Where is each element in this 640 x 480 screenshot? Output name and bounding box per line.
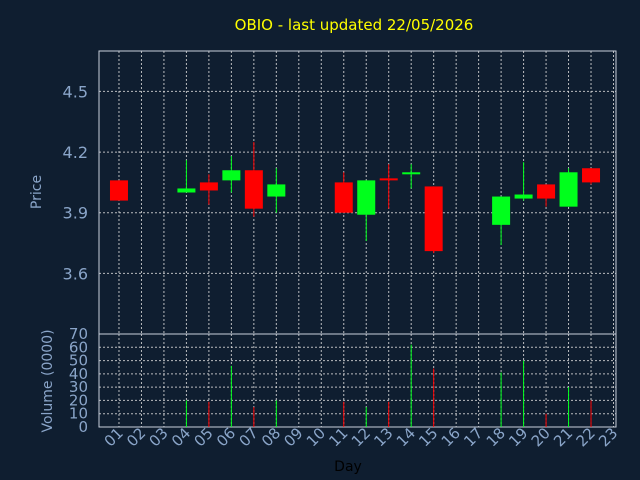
volume-bars [185,344,592,427]
volume-tick-label: 20 [69,391,88,409]
candle-body [514,194,533,199]
candle-body [334,182,353,213]
price-tick-label: 4.5 [63,82,88,101]
volume-tick-label: 60 [69,338,88,356]
candle-body [424,186,443,252]
volume-tick-label: 50 [69,352,88,370]
volume-plot-frame [98,333,617,428]
volume-axis-label: Volume (0000) [40,329,56,432]
price-tick-label: 3.9 [63,204,88,223]
volume-tick-label: 10 [69,405,88,423]
day-tick-label: 23 [595,424,621,450]
price-tick-labels: 3.6 3.9 4.2 4.5 [63,82,88,283]
candle-body [357,180,376,215]
volume-grid [99,334,616,427]
price-tick-label: 3.6 [63,264,88,283]
candle-body [244,170,263,209]
day-tick-labels: 0102030405060708091011121314151617181920… [101,424,622,450]
candle-body [199,182,218,191]
price-axis-label: Price [29,175,45,209]
volume-tick-label: 70 [69,325,88,343]
volume-tick-label: 0 [78,418,88,436]
candle-body [492,196,511,225]
candles [109,141,601,254]
volume-tick-label: 30 [69,378,88,396]
price-tick-label: 4.2 [63,143,88,162]
candle-body [177,188,196,193]
candle-body [582,168,601,183]
candle-body [109,180,128,201]
chart-title: OBIO - last updated 22/05/2026 [235,16,474,34]
candle-body [379,178,398,181]
candle-body [402,172,421,175]
candle-body [537,184,556,199]
x-axis-label: Day [334,459,362,475]
candle-body [222,170,241,181]
candle-body [267,184,286,197]
volume-tick-label: 40 [69,365,88,383]
candle-body [559,172,578,207]
